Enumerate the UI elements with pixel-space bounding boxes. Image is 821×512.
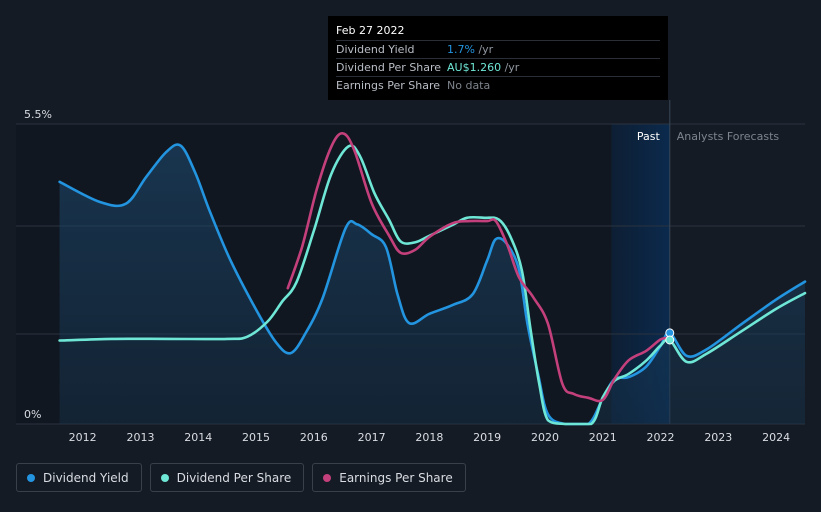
tooltip-unit: /yr	[474, 43, 494, 56]
marker-dividend-per-share	[665, 335, 675, 345]
series-line-earnings-per-share	[286, 131, 671, 403]
legend-item-dividend-per-share[interactable]: Dividend Per Share	[149, 463, 305, 492]
chart-tooltip: Feb 27 2022 Dividend Yield 1.7% /yr Divi…	[328, 16, 668, 100]
x-tick-label: 2012	[69, 431, 97, 444]
x-tick-label: 2015	[242, 431, 270, 444]
legend-dot-icon	[27, 473, 35, 482]
tooltip-label: Dividend Per Share	[336, 61, 442, 74]
x-tick-label: 2019	[473, 431, 501, 444]
x-tick-label: 2014	[184, 431, 212, 444]
x-tick-label: 2013	[126, 431, 154, 444]
x-tick-label: 2022	[647, 431, 675, 444]
tooltip-row-dividend-per-share: Dividend Per Share AU$1.260 /yr	[336, 58, 660, 76]
series-line-dividend-yield	[58, 143, 807, 426]
x-tick-label: 2020	[531, 431, 559, 444]
legend-dot-icon	[160, 473, 169, 482]
legend-item-dividend-yield[interactable]: Dividend Yield	[16, 463, 142, 492]
tooltip-value: 1.7%	[447, 43, 475, 56]
x-tick-label: 2016	[300, 431, 328, 444]
x-tick-label: 2018	[415, 431, 443, 444]
legend-dot-icon	[323, 473, 332, 482]
legend-item-earnings-per-share[interactable]: Earnings Per Share	[312, 463, 466, 492]
x-tick-label: 2021	[589, 431, 617, 444]
legend-label: Dividend Per Share	[176, 470, 292, 485]
series-line-dividend-per-share	[58, 144, 807, 426]
legend-label: Dividend Yield	[43, 470, 129, 485]
y-tick-label: 5.5%	[24, 108, 52, 121]
chart-legend: Dividend Yield Dividend Per Share Earnin…	[16, 463, 466, 492]
forecast-label: Analysts Forecasts	[677, 130, 780, 143]
x-tick-label: 2017	[358, 431, 386, 444]
y-tick-label: 0%	[24, 408, 41, 421]
tooltip-row-earnings-per-share: Earnings Per Share No data	[336, 76, 660, 94]
tooltip-value: No data	[447, 79, 491, 92]
tooltip-value: AU$1.260	[447, 61, 502, 74]
x-tick-label: 2024	[762, 431, 790, 444]
past-label: Past	[637, 130, 661, 143]
series-area-dividend-yield	[59, 144, 806, 424]
tooltip-label: Dividend Yield	[336, 43, 415, 56]
tooltip-date: Feb 27 2022	[336, 24, 405, 37]
tooltip-row-dividend-yield: Dividend Yield 1.7% /yr	[336, 40, 660, 58]
tooltip-unit: /yr	[501, 61, 520, 74]
legend-label: Earnings Per Share	[339, 470, 453, 485]
tooltip-label: Earnings Per Share	[336, 79, 441, 92]
x-tick-label: 2023	[704, 431, 732, 444]
